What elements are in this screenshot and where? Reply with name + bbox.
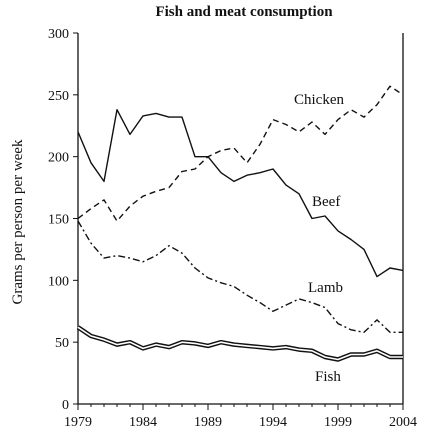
- series-label-chicken: Chicken: [294, 92, 344, 108]
- chart-title: Fish and meat consumption: [155, 4, 333, 20]
- series-labels: Chicken Beef Lamb Fish: [294, 92, 344, 385]
- series-label-fish: Fish: [315, 369, 341, 385]
- series-label-lamb: Lamb: [308, 280, 343, 296]
- x-tick-label: 1994: [259, 415, 287, 430]
- y-tick-label: 0: [62, 398, 69, 413]
- chicken-line: [77, 85, 404, 222]
- y-tick-label: 250: [48, 89, 69, 104]
- y-tick-label: 300: [48, 27, 69, 42]
- y-tick-label: 50: [55, 336, 69, 351]
- y-tick-label: 100: [48, 274, 69, 289]
- axes: 0 50 100 150 200 250 300 1979 1984 1989 1994 1999 20…: [48, 27, 417, 430]
- x-tick-label: 1989: [194, 415, 222, 430]
- beef-line: [77, 108, 404, 278]
- y-axis-label: Grams per person per week: [10, 139, 26, 304]
- x-tick-label: 2004: [389, 415, 417, 430]
- fish-line-inner: [77, 326, 403, 361]
- series-lines: [76, 85, 404, 362]
- x-tick-label: 1979: [64, 415, 92, 430]
- y-tick-label: 150: [48, 213, 69, 228]
- lamb-line: [77, 220, 403, 333]
- x-tick-label: 1984: [129, 415, 157, 430]
- y-tick-label: 200: [48, 151, 69, 166]
- series-label-beef: Beef: [312, 194, 340, 210]
- x-tick-label: 1999: [324, 415, 352, 430]
